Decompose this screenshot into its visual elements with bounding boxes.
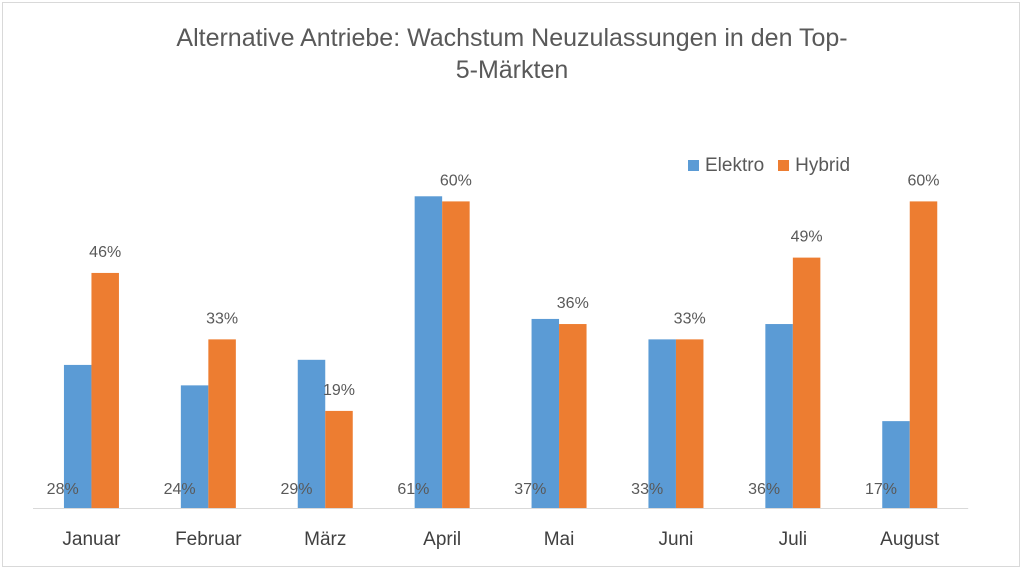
data-label-elektro: 28%: [47, 481, 79, 498]
x-tick-label: März: [304, 529, 346, 550]
data-label-hybrid: 60%: [907, 172, 939, 189]
x-tick-label: Februar: [175, 529, 242, 550]
x-tick-label: Juni: [659, 529, 694, 550]
x-tick-label: Januar: [62, 529, 121, 550]
bar-hybrid: [792, 257, 821, 508]
x-tick-label: Juli: [779, 529, 808, 550]
data-label-hybrid: 60%: [440, 172, 472, 189]
data-label-elektro: 17%: [865, 481, 897, 498]
x-tick-label: April: [423, 529, 461, 550]
data-label-hybrid: 33%: [206, 310, 238, 327]
data-label-elektro: 61%: [397, 481, 429, 498]
bar-hybrid: [559, 324, 587, 508]
bar-hybrid: [442, 201, 470, 508]
legend-item-hybrid: Hybrid: [778, 155, 850, 177]
data-label-hybrid: 19%: [323, 382, 355, 399]
bar-elektro: [63, 364, 92, 508]
legend-swatch-elektro: [688, 160, 699, 171]
bar-hybrid: [91, 272, 119, 508]
data-label-hybrid: 36%: [557, 295, 589, 312]
bar-elektro: [648, 339, 676, 508]
data-label-elektro: 29%: [280, 481, 312, 498]
bar-elektro: [765, 324, 793, 508]
data-label-elektro: 36%: [748, 481, 780, 498]
data-label-hybrid: 49%: [791, 229, 823, 246]
bar-elektro: [531, 318, 560, 508]
bar-elektro: [180, 385, 209, 508]
legend-swatch-hybrid: [778, 160, 790, 171]
bar-elektro: [882, 421, 910, 508]
bar-hybrid: [325, 410, 353, 508]
x-tick-label: Mai: [544, 529, 575, 550]
bar-hybrid: [909, 201, 938, 508]
x-tick-label: August: [880, 529, 940, 550]
legend: Elektro Hybrid: [688, 155, 850, 177]
chart-title: Alternative Antriebe: Wachstum Neuzulass…: [0, 22, 1024, 86]
legend-label-hybrid: Hybrid: [795, 155, 851, 176]
legend-item-elektro: Elektro: [688, 155, 764, 177]
legend-label-elektro: Elektro: [705, 155, 765, 176]
bar-hybrid: [208, 339, 236, 508]
chart-title-line-1: Alternative Antriebe: Wachstum Neuzulass…: [176, 24, 848, 52]
chart-title-line-2: 5-Märkten: [455, 56, 569, 84]
bar-hybrid: [675, 339, 704, 508]
bar-elektro: [414, 196, 443, 509]
bar-elektro: [297, 359, 326, 508]
data-label-elektro: 37%: [514, 481, 546, 498]
data-label-elektro: 24%: [164, 481, 196, 498]
data-label-hybrid: 46%: [89, 244, 121, 261]
data-label-hybrid: 33%: [674, 310, 706, 327]
data-label-elektro: 33%: [631, 481, 663, 498]
